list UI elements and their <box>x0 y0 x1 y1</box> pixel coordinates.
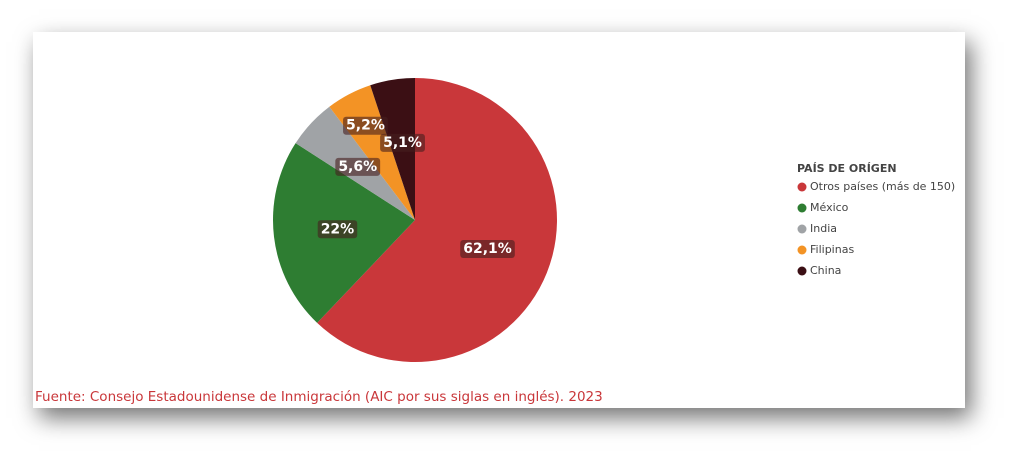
legend-swatch <box>797 182 807 192</box>
data-label-box <box>343 116 388 135</box>
data-label-text: 22% <box>321 221 355 237</box>
legend-label: India <box>810 222 837 235</box>
legend-label: Filipinas <box>810 243 854 256</box>
data-label-box <box>460 239 515 258</box>
source-note: Fuente: Consejo Estadounidense de Inmigr… <box>35 389 603 405</box>
legend-swatch <box>797 266 807 276</box>
data-label-text: 5,1% <box>383 135 422 151</box>
data-label: 5,1% <box>380 133 425 152</box>
pie-slice <box>317 78 557 362</box>
data-label-text: 62,1% <box>463 241 512 257</box>
legend-swatch <box>797 245 807 255</box>
data-label-text: 5,2% <box>346 118 385 134</box>
data-label-box <box>335 157 381 176</box>
legend-swatch <box>797 224 807 234</box>
data-label: 5,6% <box>335 157 381 176</box>
legend-label: Otros países (más de 150) <box>810 180 955 193</box>
data-label-box <box>380 133 425 152</box>
data-label-text: 5,6% <box>338 159 377 175</box>
legend-label: China <box>810 264 841 277</box>
legend-swatch <box>797 203 807 213</box>
legend-title: PAÍS DE ORÍGEN <box>797 162 897 175</box>
data-label: 62,1% <box>460 239 515 258</box>
data-label: 5,2% <box>343 116 388 135</box>
data-label-box <box>317 220 358 239</box>
data-label: 22% <box>317 220 358 239</box>
legend-label: México <box>810 201 849 214</box>
